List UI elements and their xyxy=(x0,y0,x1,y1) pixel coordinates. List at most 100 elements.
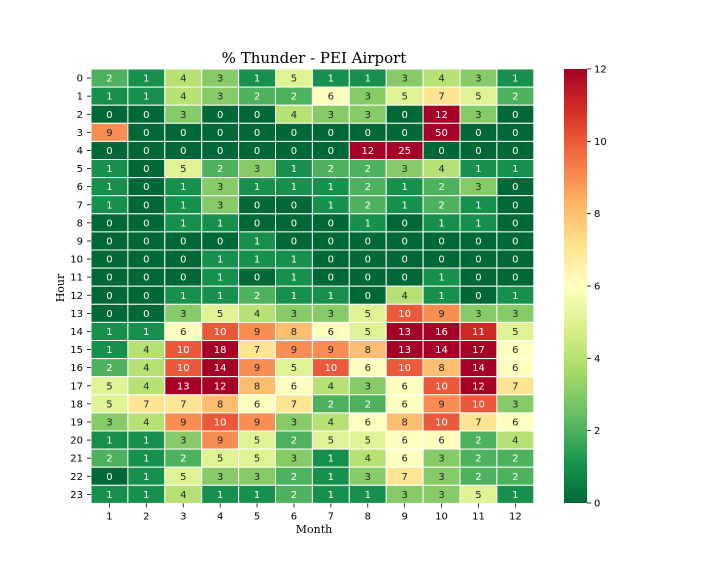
cell-value-label: 2 xyxy=(512,454,518,465)
y-tick-label: 14 xyxy=(70,327,83,338)
cell-value-label: 1 xyxy=(106,182,112,193)
cell-value-label: 0 xyxy=(475,236,481,247)
cell-value-label: 3 xyxy=(512,399,518,410)
y-tick-label: 21 xyxy=(70,454,83,465)
cell-value-label: 5 xyxy=(475,490,481,501)
cell-value-label: 2 xyxy=(475,454,481,465)
cell-value-label: 0 xyxy=(180,236,186,247)
cell-value-label: 0 xyxy=(217,236,223,247)
cell-value-label: 0 xyxy=(143,146,149,157)
cell-value-label: 5 xyxy=(365,309,371,320)
cell-value-label: 2 xyxy=(438,200,444,211)
cell-value-label: 9 xyxy=(291,345,297,356)
cell-value-label: 12 xyxy=(435,110,448,121)
cell-value-label: 1 xyxy=(180,218,186,229)
cell-value-label: 0 xyxy=(475,291,481,302)
cell-value-label: 0 xyxy=(365,236,371,247)
cell-value-label: 1 xyxy=(217,291,223,302)
cell-value-label: 11 xyxy=(472,327,485,338)
colorbar-tick-label: 10 xyxy=(594,137,607,148)
x-tick-label: 5 xyxy=(254,511,260,522)
colorbar-tick-label: 0 xyxy=(594,499,600,510)
cell-value-label: 0 xyxy=(180,146,186,157)
cell-value-label: 2 xyxy=(291,472,297,483)
cell-value-label: 1 xyxy=(106,436,112,447)
cell-value-label: 0 xyxy=(143,128,149,139)
cell-value-label: 0 xyxy=(401,255,407,266)
cell-value-label: 10 xyxy=(324,363,337,374)
colorbar-tick-label: 2 xyxy=(594,426,600,437)
cell-value-label: 0 xyxy=(401,110,407,121)
cell-value-label: 0 xyxy=(291,218,297,229)
x-tick-labels: 1 2 3 4 5 6 7 8 9 10 11 12 xyxy=(106,503,522,522)
cell-value-label: 0 xyxy=(217,128,223,139)
cell-value-label: 2 xyxy=(106,454,112,465)
cell-value-label: 0 xyxy=(365,255,371,266)
cell-value-label: 1 xyxy=(254,236,260,247)
cell-value-label: 0 xyxy=(401,218,407,229)
cell-value-label: 0 xyxy=(217,110,223,121)
cell-value-label: 6 xyxy=(365,417,371,428)
cell-value-label: 1 xyxy=(217,273,223,284)
cell-value-label: 0 xyxy=(512,218,518,229)
cell-value-label: 9 xyxy=(438,399,444,410)
cell-value-label: 2 xyxy=(217,164,223,175)
cell-value-label: 1 xyxy=(365,74,371,85)
cell-value-label: 1 xyxy=(143,454,149,465)
cell-value-label: 7 xyxy=(438,92,444,103)
y-tick-label: 5 xyxy=(77,164,83,175)
cell-value-label: 1 xyxy=(512,291,518,302)
x-tick-label: 8 xyxy=(365,511,371,522)
cell-value-label: 1 xyxy=(365,490,371,501)
cell-value-label: 0 xyxy=(291,128,297,139)
cell-value-label: 6 xyxy=(512,417,518,428)
cell-value-label: 17 xyxy=(472,345,485,356)
cell-value-label: 4 xyxy=(254,309,260,320)
cell-value-label: 2 xyxy=(291,436,297,447)
cell-value-label: 3 xyxy=(438,490,444,501)
cell-value-label: 3 xyxy=(328,309,334,320)
colorbar-ticks: 0 2 4 6 8 10 12 xyxy=(587,65,607,510)
cell-value-label: 0 xyxy=(328,218,334,229)
cell-value-label: 8 xyxy=(217,399,223,410)
cell-value-label: 0 xyxy=(106,218,112,229)
cell-value-label: 3 xyxy=(365,472,371,483)
cell-value-label: 0 xyxy=(143,164,149,175)
cell-value-label: 3 xyxy=(217,200,223,211)
cell-value-label: 3 xyxy=(475,110,481,121)
cell-value-label: 2 xyxy=(365,200,371,211)
x-tick-label: 7 xyxy=(328,511,334,522)
cell-value-label: 0 xyxy=(254,128,260,139)
cell-value-label: 0 xyxy=(512,255,518,266)
cell-value-label: 0 xyxy=(291,200,297,211)
cell-value-label: 0 xyxy=(143,236,149,247)
cell-value-label: 18 xyxy=(214,345,227,356)
cell-value-label: 6 xyxy=(328,327,334,338)
y-tick-label: 3 xyxy=(77,128,83,139)
cell-value-label: 0 xyxy=(328,146,334,157)
y-tick-label: 13 xyxy=(70,309,83,320)
cell-value-label: 4 xyxy=(143,417,149,428)
cell-value-label: 1 xyxy=(106,490,112,501)
cell-value-label: 2 xyxy=(328,164,334,175)
cell-value-label: 0 xyxy=(475,146,481,157)
cell-value-label: 1 xyxy=(254,74,260,85)
x-tick-label: 10 xyxy=(435,511,448,522)
cell-value-label: 0 xyxy=(401,273,407,284)
cell-value-label: 1 xyxy=(143,92,149,103)
cell-value-label: 5 xyxy=(106,381,112,392)
cell-value-label: 0 xyxy=(512,273,518,284)
cell-value-label: 3 xyxy=(291,417,297,428)
cell-value-label: 2 xyxy=(512,472,518,483)
cell-value-label: 0 xyxy=(475,273,481,284)
cell-value-label: 4 xyxy=(328,417,334,428)
cell-value-label: 1 xyxy=(401,200,407,211)
cell-value-label: 1 xyxy=(328,472,334,483)
cell-value-label: 3 xyxy=(106,417,112,428)
colorbar-tick-label: 6 xyxy=(594,282,600,293)
cell-value-label: 1 xyxy=(143,436,149,447)
cell-value-label: 13 xyxy=(398,327,411,338)
cell-value-label: 4 xyxy=(401,291,407,302)
cell-value-label: 3 xyxy=(365,92,371,103)
cell-value-label: 1 xyxy=(438,273,444,284)
